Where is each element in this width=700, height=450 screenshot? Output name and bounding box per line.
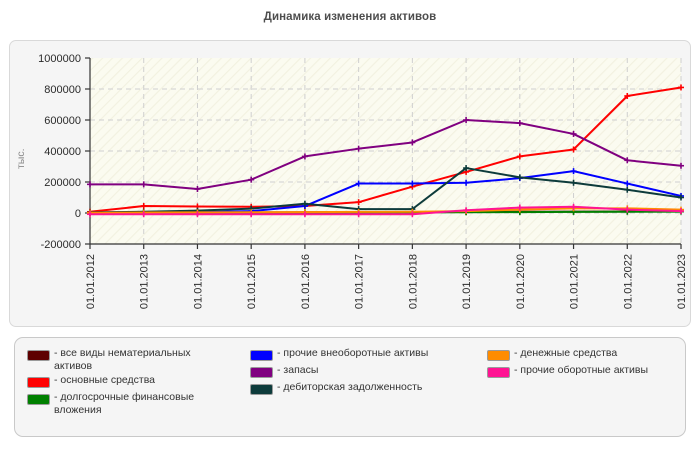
x-tick-label: 01.01.2022 [622, 254, 634, 309]
legend-item-label: - все виды нематериальных активов [54, 347, 191, 372]
y-tick-label: 400000 [44, 146, 81, 158]
data-series-layer[interactable] [87, 84, 684, 218]
page-title: Динамика изменения активов [263, 11, 437, 23]
legend-item[interactable]: - долгосрочные финансовые вложения [27, 391, 252, 416]
legend-color-swatch [487, 350, 510, 361]
x-tick-label: 01.01.2015 [246, 254, 258, 309]
series-line[interactable] [87, 117, 684, 192]
legend-item[interactable]: - прочие оборотные активы [487, 364, 687, 379]
legend-item[interactable]: - денежные средства [487, 347, 687, 362]
x-tick-label: 01.01.2019 [461, 254, 473, 309]
y-tick-label: 800000 [44, 84, 81, 96]
legend-color-swatch [27, 394, 50, 405]
legend-item-label: - запасы [277, 364, 319, 376]
x-tick-label: 01.01.2018 [407, 254, 419, 309]
x-tick-label: 01.01.2016 [300, 254, 312, 309]
x-tick-label: 01.01.2023 [676, 254, 688, 309]
series-line[interactable] [87, 203, 684, 218]
y-tick-label: 200000 [44, 177, 81, 189]
legend-item[interactable]: - дебиторская задолженность [250, 381, 475, 396]
y-tick-label: 1000000 [38, 53, 81, 65]
legend-color-swatch [487, 367, 510, 378]
y-axis-tick-labels: 1000000 800000 600000 400000 200000 0 -200000 [38, 53, 81, 251]
legend-column-3: - денежные средства - прочие оборотные ак… [487, 347, 687, 381]
x-tick-label: 01.01.2021 [569, 254, 581, 309]
series-line[interactable] [87, 84, 684, 215]
y-tick-label: 0 [75, 208, 81, 220]
legend: - все виды нематериальных активов - основ… [14, 337, 686, 437]
x-tick-label: 01.01.2014 [192, 254, 204, 309]
y-tick-label: -200000 [41, 239, 81, 251]
legend-item[interactable]: - запасы [250, 364, 475, 379]
legend-color-swatch [250, 384, 273, 395]
y-axis-title: тыс. [15, 148, 27, 169]
legend-column-2: - прочие внеоборотные активы - запасы - де… [250, 347, 475, 398]
legend-item[interactable]: - все виды нематериальных активов [27, 347, 252, 372]
x-tick-label: 01.01.2017 [354, 254, 366, 309]
x-tick-label: 01.01.2020 [515, 254, 527, 309]
legend-column-1: - все виды нематериальных активов - основ… [27, 347, 252, 418]
plot-background [90, 58, 681, 244]
y-tick-label: 600000 [44, 115, 81, 127]
legend-color-swatch [27, 377, 50, 388]
x-tick-label: 01.01.2012 [85, 254, 97, 309]
line-chart[interactable]: 10000008000006000004000002000000-200000 … [10, 41, 690, 326]
legend-color-swatch [250, 350, 273, 361]
x-axis-tick-labels: 01.01.2012 01.01.2013 01.01.2014 01.01.2015… [85, 254, 688, 309]
legend-color-swatch [250, 367, 273, 378]
legend-item-label: - основные средства [54, 374, 156, 386]
legend-item[interactable]: - основные средства [27, 374, 252, 389]
legend-item-label: - прочие внеоборотные активы [277, 347, 429, 359]
legend-item-label: - денежные средства [514, 347, 618, 359]
legend-item-label: - долгосрочные финансовые вложения [54, 391, 195, 416]
legend-item[interactable]: - прочие внеоборотные активы [250, 347, 475, 362]
legend-item-label: - прочие оборотные активы [514, 364, 649, 376]
x-tick-label: 01.01.2013 [139, 254, 151, 309]
legend-color-swatch [27, 350, 50, 361]
legend-item-label: - дебиторская задолженность [277, 381, 423, 393]
plot-panel: 1000000 800000 600000 400000 200000 0 -200000 … [9, 40, 691, 327]
